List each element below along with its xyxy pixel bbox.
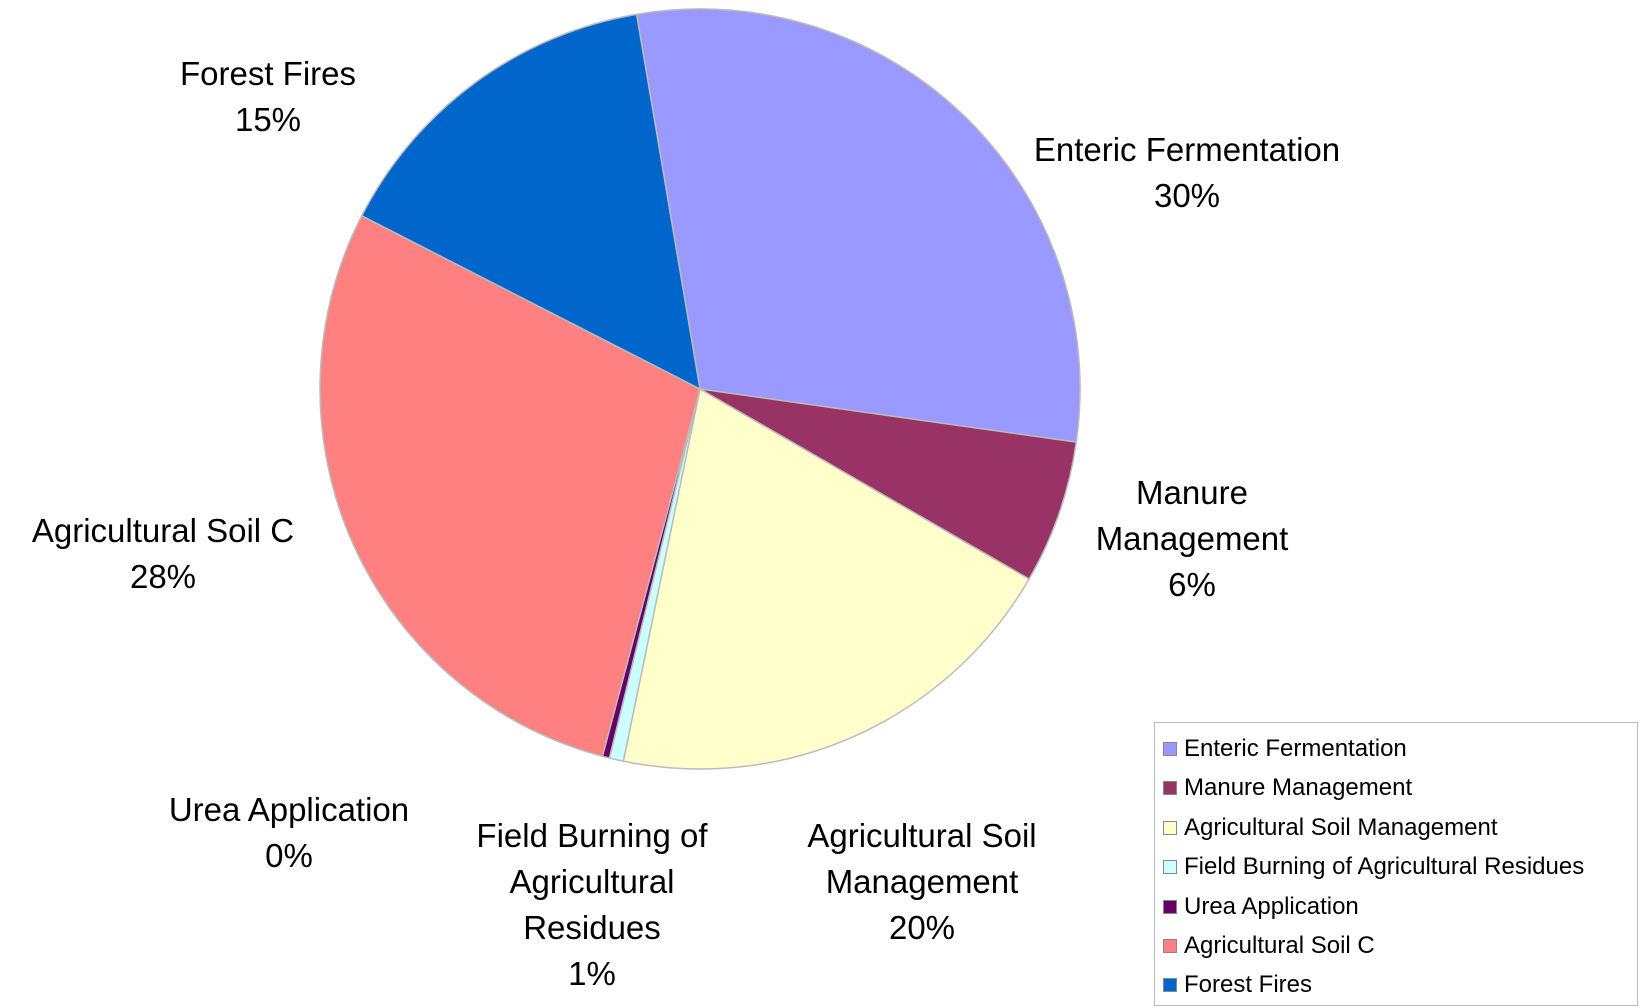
pie-slice: [319, 214, 701, 758]
label-name: Field Burning of Agricultural Residues: [476, 817, 708, 946]
data-label: Urea Application 0%: [129, 787, 449, 879]
label-name: Urea Application: [168, 791, 410, 828]
label-value: 6%: [1168, 566, 1216, 603]
label-name: Agricultural Soil C: [31, 512, 295, 549]
legend-label: Forest Fires: [1184, 971, 1313, 999]
legend-item: Manure Management: [1163, 769, 1637, 808]
legend-item: Agricultural Soil C: [1163, 926, 1637, 965]
legend-swatch: [1163, 938, 1177, 953]
legend-label: Enteric Fermentation: [1184, 734, 1407, 762]
legend-swatch: [1163, 741, 1177, 756]
legend-item: Forest Fires: [1163, 966, 1637, 1005]
legend-swatch: [1163, 899, 1177, 914]
legend-label: Urea Application: [1184, 892, 1359, 920]
label-name: Agricultural Soil Management: [807, 817, 1037, 900]
pie-slice: [699, 388, 1078, 581]
legend-swatch: [1163, 781, 1177, 796]
legend-item: Field Burning of Agricultural Residues: [1163, 847, 1637, 886]
legend-label: Agricultural Soil Management: [1184, 813, 1498, 841]
label-value: 0%: [265, 837, 313, 874]
legend-item: Agricultural Soil Management: [1163, 808, 1637, 847]
legend-swatch: [1163, 820, 1177, 835]
legend-label: Field Burning of Agricultural Residues: [1184, 853, 1585, 881]
legend-label: Agricultural Soil C: [1184, 931, 1375, 959]
legend-item: Enteric Fermentation: [1163, 729, 1637, 768]
label-name: Manure Management: [1095, 474, 1289, 557]
pie-slice: [635, 8, 1081, 443]
legend-label: Manure Management: [1184, 774, 1413, 802]
label-value: 28%: [129, 558, 197, 595]
legend: Enteric Fermentation Manure Management Agr…: [1154, 722, 1638, 1006]
data-label: Enteric Fermentation 30%: [977, 127, 1397, 219]
label-value: 30%: [1153, 177, 1221, 214]
data-label: Manure Management 6%: [1072, 470, 1312, 608]
label-value: 20%: [888, 909, 956, 946]
label-value: 15%: [234, 101, 302, 138]
data-label: Agricultural Soil Management 20%: [782, 813, 1062, 951]
data-label: Forest Fires 15%: [153, 51, 383, 143]
label-name: Enteric Fermentation: [1033, 131, 1341, 168]
data-label: Field Burning of Agricultural Residues 1%: [447, 813, 737, 997]
label-value: 1%: [568, 955, 616, 992]
legend-swatch: [1163, 860, 1177, 875]
pie-slice: [622, 387, 1031, 770]
label-name: Forest Fires: [179, 55, 357, 92]
legend-swatch: [1163, 978, 1177, 993]
pie-slice: [360, 13, 701, 391]
legend-item: Urea Application: [1163, 887, 1637, 926]
data-label: Agricultural Soil C 28%: [0, 508, 328, 600]
